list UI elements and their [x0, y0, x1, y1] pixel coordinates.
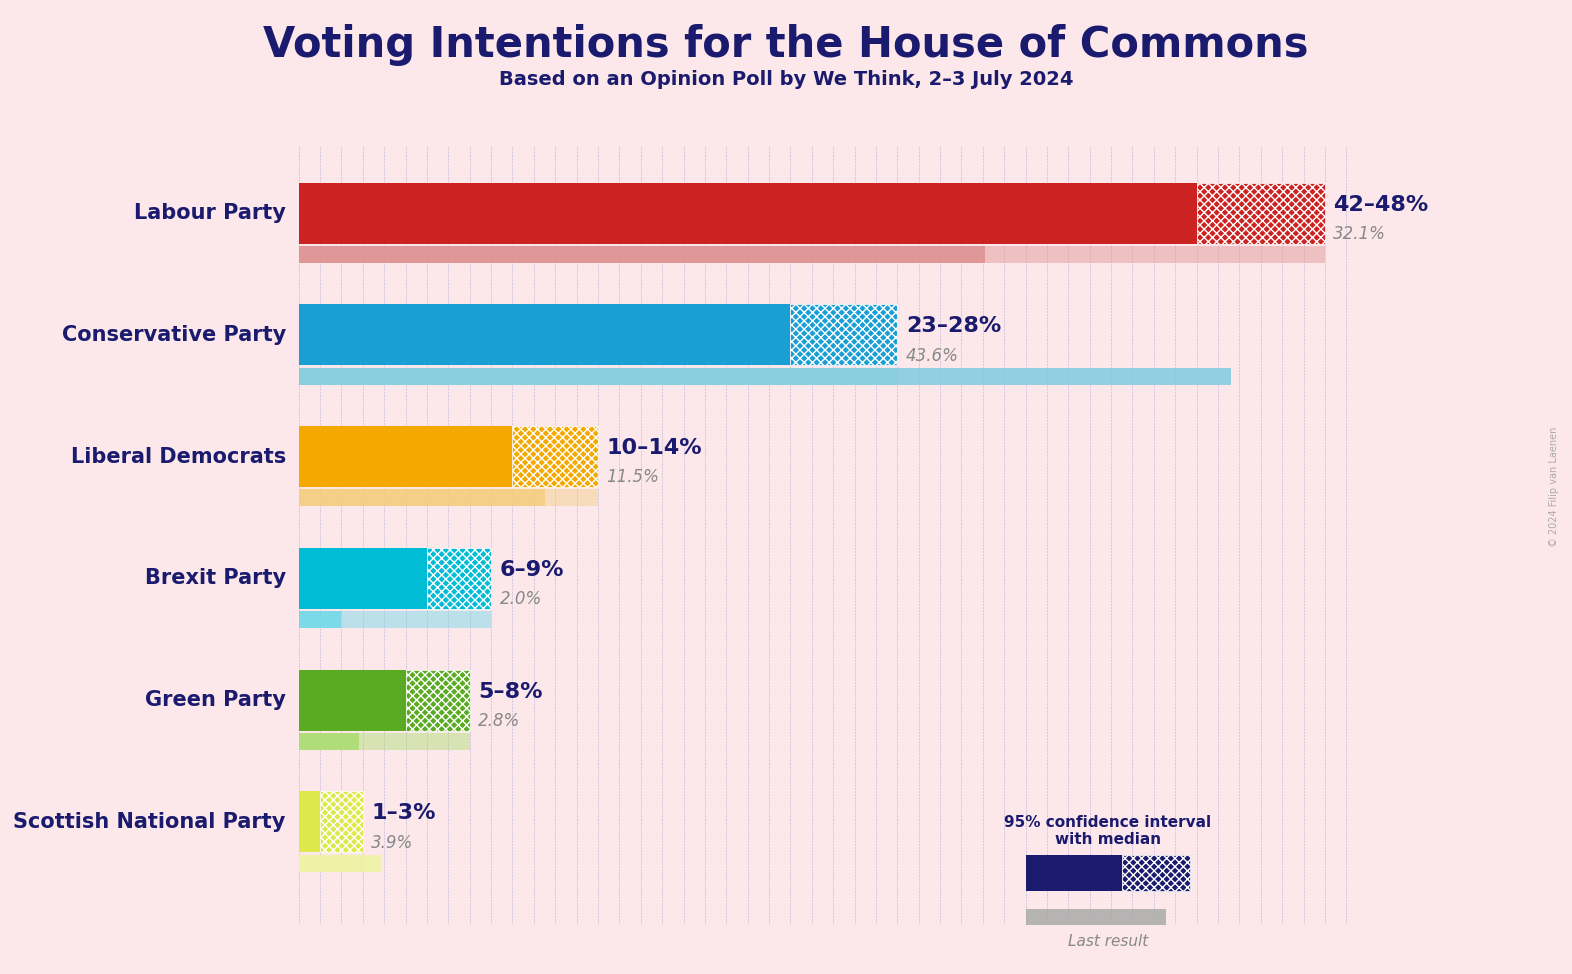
Bar	[299, 791, 321, 852]
Bar	[299, 855, 382, 872]
Bar	[299, 246, 1325, 263]
Text: Based on an Opinion Poll by We Think, 2–3 July 2024: Based on an Opinion Poll by We Think, 2–…	[498, 70, 1074, 90]
Bar	[299, 367, 898, 385]
Bar	[299, 246, 986, 263]
Bar	[299, 427, 512, 487]
Bar	[512, 427, 597, 487]
Text: 43.6%: 43.6%	[905, 347, 959, 364]
Bar	[299, 547, 428, 609]
Bar	[321, 791, 363, 852]
Bar	[1196, 183, 1325, 244]
Bar	[299, 732, 358, 750]
Text: 1–3%: 1–3%	[371, 804, 435, 823]
Text: 2.0%: 2.0%	[500, 590, 542, 608]
Text: 5–8%: 5–8%	[478, 682, 542, 701]
Bar	[299, 612, 341, 628]
Bar	[428, 547, 490, 609]
Text: © 2024 Filip van Laenen: © 2024 Filip van Laenen	[1550, 427, 1559, 547]
Bar	[299, 183, 1196, 244]
Text: 6–9%: 6–9%	[500, 560, 564, 580]
Text: Conservative Party: Conservative Party	[61, 324, 286, 345]
Text: 32.1%: 32.1%	[1333, 225, 1387, 243]
Bar	[406, 670, 470, 730]
Text: Liberal Democrats: Liberal Democrats	[71, 446, 286, 467]
Text: 2.8%: 2.8%	[478, 712, 520, 730]
Text: 11.5%: 11.5%	[607, 468, 659, 486]
Text: 95% confidence interval
with median: 95% confidence interval with median	[1005, 815, 1212, 847]
Text: Last result: Last result	[1067, 934, 1148, 949]
Text: Voting Intentions for the House of Commons: Voting Intentions for the House of Commo…	[263, 24, 1309, 66]
Bar	[299, 367, 1231, 385]
Bar	[1122, 855, 1190, 891]
Bar	[299, 732, 470, 750]
Bar	[791, 304, 898, 365]
Bar	[299, 489, 597, 506]
Text: Labour Party: Labour Party	[134, 203, 286, 223]
Text: 42–48%: 42–48%	[1333, 195, 1429, 214]
Bar	[299, 612, 490, 628]
Text: 23–28%: 23–28%	[905, 317, 1001, 336]
Text: 10–14%: 10–14%	[607, 438, 703, 458]
Bar	[1025, 910, 1166, 929]
Bar	[1025, 855, 1122, 891]
Text: Brexit Party: Brexit Party	[145, 568, 286, 588]
Text: Scottish National Party: Scottish National Party	[14, 811, 286, 832]
Text: 3.9%: 3.9%	[371, 834, 413, 851]
Text: Green Party: Green Party	[145, 690, 286, 710]
Bar	[299, 304, 791, 365]
Bar	[299, 489, 544, 506]
Bar	[299, 855, 363, 872]
Bar	[299, 670, 406, 730]
